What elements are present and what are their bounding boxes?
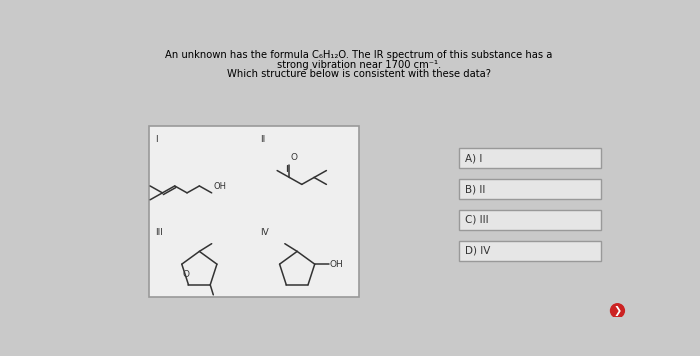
FancyBboxPatch shape <box>459 148 601 168</box>
Text: D) IV: D) IV <box>465 246 491 256</box>
Text: C) III: C) III <box>465 215 489 225</box>
FancyBboxPatch shape <box>149 126 358 297</box>
FancyBboxPatch shape <box>459 210 601 230</box>
Text: OH: OH <box>214 182 226 191</box>
Circle shape <box>610 304 624 318</box>
Text: IV: IV <box>260 227 269 236</box>
Text: II: II <box>260 135 265 144</box>
Text: O: O <box>183 270 190 279</box>
Text: III: III <box>155 227 163 236</box>
FancyBboxPatch shape <box>459 179 601 199</box>
Text: ❯: ❯ <box>613 306 622 316</box>
Text: Which structure below is consistent with these data?: Which structure below is consistent with… <box>227 69 491 79</box>
Text: O: O <box>291 153 298 162</box>
Text: An unknown has the formula C₆H₁₂O. The IR spectrum of this substance has a: An unknown has the formula C₆H₁₂O. The I… <box>165 51 552 61</box>
Text: I: I <box>155 135 158 144</box>
Text: A) I: A) I <box>465 153 482 163</box>
Text: OH: OH <box>330 261 343 269</box>
FancyBboxPatch shape <box>459 241 601 261</box>
Text: strong vibration near 1700 cm⁻¹.: strong vibration near 1700 cm⁻¹. <box>276 60 441 70</box>
Text: B) II: B) II <box>465 184 485 194</box>
